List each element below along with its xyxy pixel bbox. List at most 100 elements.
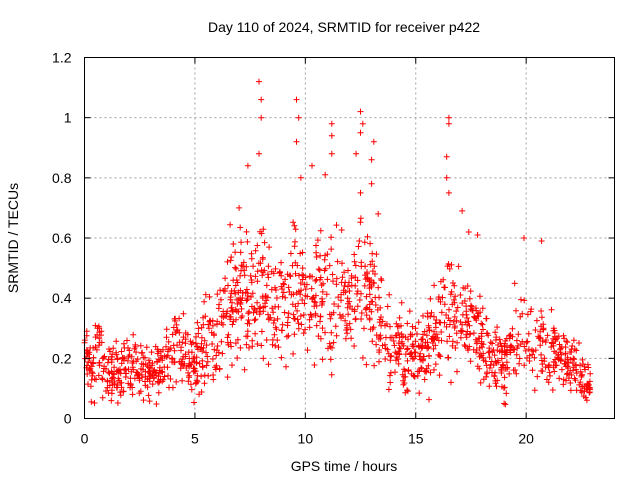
data-point [202,313,209,320]
data-point [368,180,375,187]
data-point [257,260,264,267]
data-point [125,345,131,351]
data-point [562,350,569,357]
data-point [330,278,336,285]
data-point [392,369,398,376]
data-point [375,336,382,342]
data-point [214,291,221,298]
data-point [573,366,580,373]
data-point [386,372,393,379]
data-point [135,372,141,379]
data-point [446,306,452,313]
data-point [369,338,376,345]
data-point [516,355,523,362]
data-point [464,315,471,321]
data-point [375,284,382,291]
data-point [157,356,163,363]
data-point [113,338,120,345]
data-point [545,364,552,371]
data-point [447,291,454,298]
data-point [473,340,480,347]
data-point [549,340,556,347]
data-point [263,282,270,289]
data-point [232,264,239,271]
data-point [436,372,443,379]
data-point [292,270,299,277]
data-point [178,347,184,354]
data-point [98,332,104,339]
data-point [309,295,316,302]
data-point [579,383,586,390]
data-point [475,335,482,342]
data-points [81,78,594,408]
data-point [558,366,565,373]
data-point [538,357,545,364]
data-point [284,271,291,278]
data-point [463,334,470,341]
data-point [339,274,346,281]
data-point [258,342,265,349]
data-point [201,380,208,387]
data-point [252,273,259,280]
data-point [184,331,191,338]
data-point [136,390,143,397]
data-point [216,301,223,308]
data-point [474,232,481,238]
data-point [408,353,415,360]
y-tick-label: 0.2 [52,350,72,366]
data-point [173,378,180,385]
data-point [531,387,538,394]
data-point [550,358,557,365]
data-point [584,380,591,387]
data-point [524,338,531,345]
x-tick-label: 20 [518,431,534,447]
data-point [239,295,246,301]
data-point [503,390,510,397]
data-point [180,310,187,317]
data-point [366,277,373,284]
data-point [263,337,270,343]
data-point [274,337,281,344]
data-point [251,317,258,324]
data-point [167,345,174,352]
data-point [354,288,361,295]
data-point [127,384,134,391]
data-point [457,292,464,298]
data-point [425,343,432,350]
data-point [295,114,302,121]
data-point [577,368,584,375]
data-point [259,272,266,279]
data-point [199,364,206,371]
data-point [185,369,192,376]
data-point [98,339,105,346]
data-point [402,373,409,380]
data-point [441,319,448,326]
data-point [351,343,358,349]
data-point [448,261,455,268]
data-point [382,334,389,341]
data-point [366,285,373,292]
data-point [150,368,157,375]
data-point [315,266,322,273]
data-point [269,305,276,312]
data-point [91,400,98,406]
data-point [227,294,234,301]
data-point [477,350,484,357]
data-point [431,282,438,289]
data-point [353,150,360,157]
data-point [501,384,508,391]
data-point [88,359,94,366]
data-point [393,354,400,361]
data-point [426,327,433,333]
data-point [237,249,244,256]
data-point [193,343,200,350]
data-point [276,268,283,275]
data-point [101,363,108,370]
data-point [234,336,241,343]
data-point [311,362,318,368]
data-point [338,291,345,298]
data-point [348,282,355,289]
data-point [499,383,505,390]
data-point [402,334,409,341]
data-point [438,329,445,335]
